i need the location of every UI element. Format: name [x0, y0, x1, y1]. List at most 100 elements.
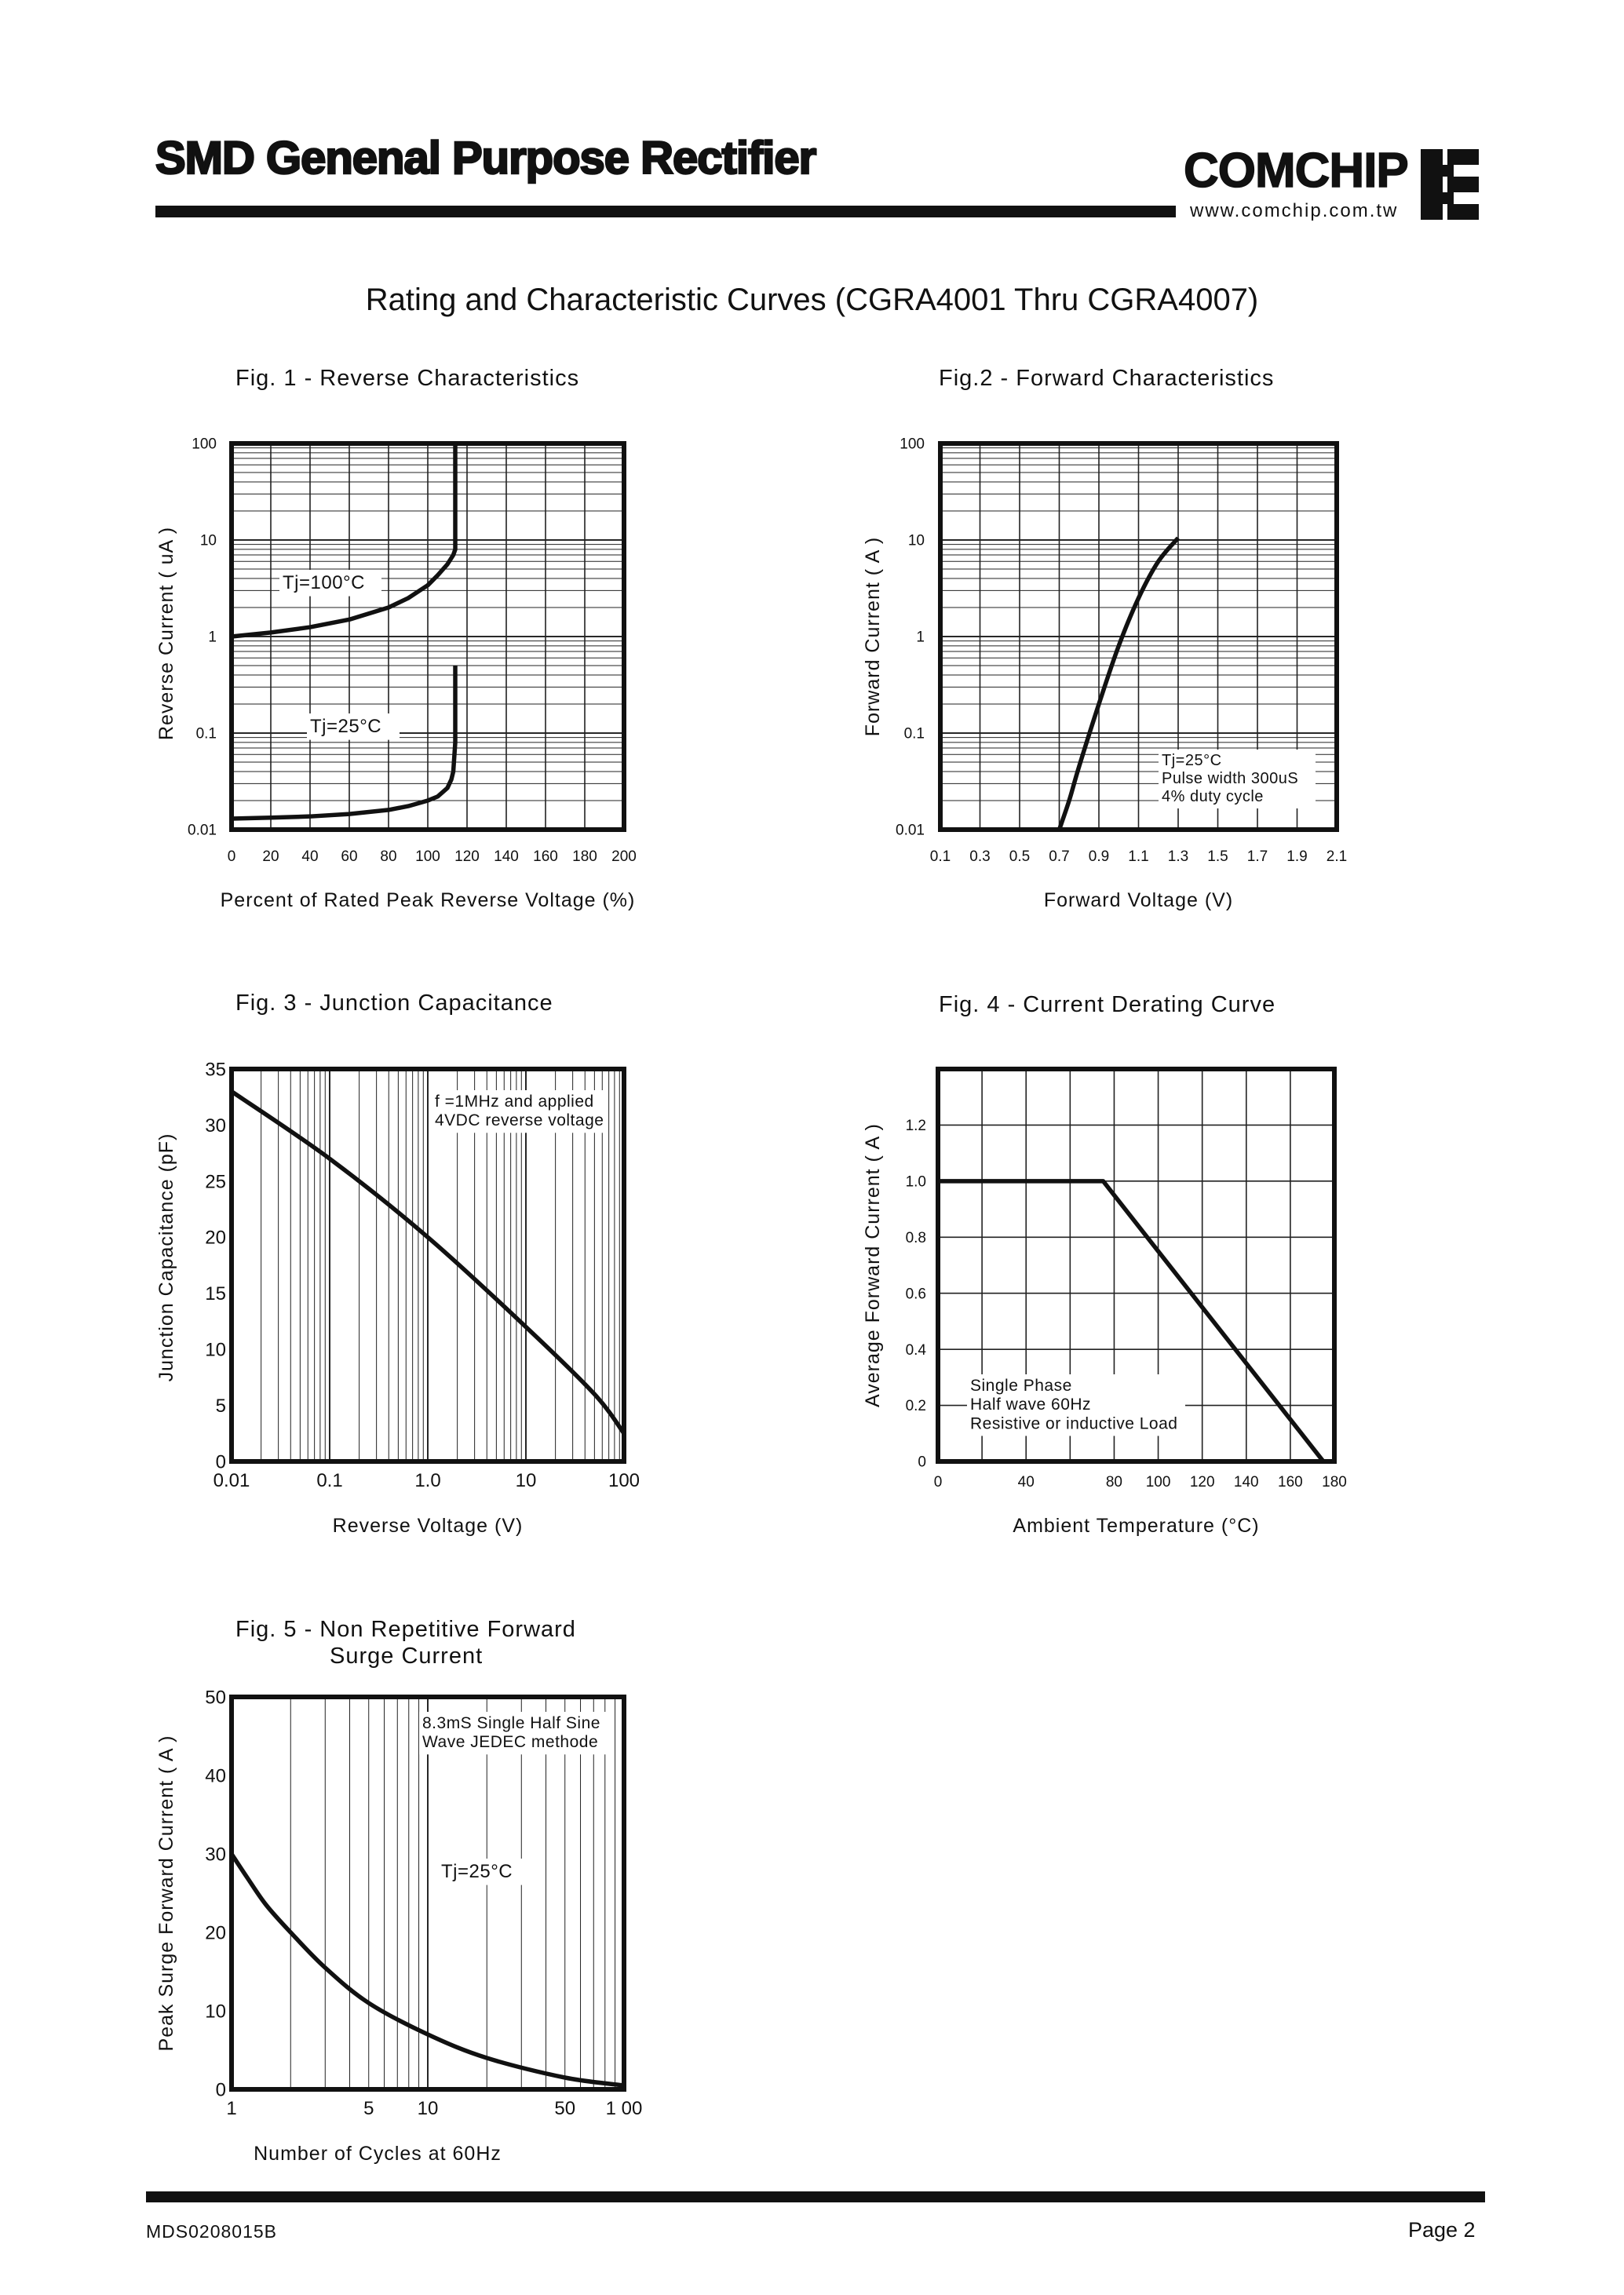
y-tick-label: 0.01: [188, 823, 217, 839]
annotation-background: [1159, 750, 1316, 808]
y-tick-label: 0.1: [904, 726, 925, 742]
x-tick-label: 1 00: [606, 2098, 643, 2119]
brand-name: COMCHIP: [1183, 143, 1409, 199]
x-tick-label: 120: [1190, 1474, 1215, 1490]
document-code: MDS0208015B: [146, 2221, 277, 2242]
x-tick-label: 160: [533, 848, 558, 865]
annotation-background: [432, 1090, 608, 1133]
x-tick-label: 140: [494, 848, 519, 865]
x-tick-label: 80: [380, 848, 396, 865]
plot-frame: [229, 1067, 626, 1464]
x-tick-label: 0.3: [969, 848, 990, 865]
x-axis-label: Number of Cycles at 60Hz: [254, 2143, 502, 2165]
y-tick-label: 15: [205, 1283, 226, 1304]
annotation-background: [307, 713, 400, 740]
x-tick-label: 1: [226, 2098, 236, 2119]
x-tick-label: 100: [415, 848, 440, 865]
y-tick-label: 100: [192, 436, 217, 453]
x-tick-label: 40: [301, 848, 318, 865]
chart-annotation: 8.3mS Single Half Sine: [422, 1714, 600, 1732]
x-tick-label: 0.5: [1009, 848, 1030, 865]
fig2-title: Fig.2 - Forward Characteristics: [939, 366, 1275, 391]
x-axis-label: Ambient Temperature (°C): [1013, 1515, 1259, 1537]
x-tick-label: 1.7: [1247, 848, 1268, 865]
x-tick-label: 2.1: [1327, 848, 1347, 865]
x-tick-label: 60: [341, 848, 357, 865]
brand-url: www.comchip.com.tw: [1190, 200, 1399, 221]
x-tick-label: 20: [262, 848, 279, 865]
chart-annotation: Half wave 60Hz: [970, 1396, 1091, 1414]
y-tick-label: 25: [205, 1171, 226, 1192]
x-tick-label: 1.3: [1168, 848, 1188, 865]
x-tick-label: 1.0: [414, 1470, 440, 1491]
y-tick-label: 10: [205, 2001, 226, 2022]
plot-frame: [936, 1067, 1337, 1464]
x-tick-label: 0.01: [213, 1470, 250, 1491]
x-tick-label: 200: [611, 848, 637, 865]
x-axis-label: Reverse Voltage (V): [333, 1515, 524, 1537]
y-tick-label: 1: [916, 629, 925, 646]
x-tick-label: 0.1: [930, 848, 951, 865]
x-tick-label: 1.9: [1286, 848, 1307, 865]
grid-lines: [231, 1697, 625, 2089]
x-tick-label: 160: [1278, 1474, 1303, 1490]
annotation-background: [967, 1374, 1185, 1436]
plot-frame: [938, 441, 1339, 832]
x-tick-label: 140: [1234, 1474, 1259, 1490]
x-tick-label: 100: [608, 1470, 640, 1491]
header-rule: [155, 206, 1176, 217]
series-line-1: [230, 1089, 626, 1435]
x-tick-label: 1.5: [1207, 848, 1228, 865]
y-axis-label: Average Forward Current ( A ): [862, 1123, 884, 1407]
x-tick-label: 1.1: [1128, 848, 1148, 865]
y-tick-label: 50: [205, 1687, 226, 1708]
chart-annotation: Tj=100°C: [283, 572, 365, 593]
x-axis-label: Forward Voltage (V): [1044, 889, 1233, 911]
x-tick-label: 40: [1018, 1474, 1035, 1490]
y-tick-label: 10: [205, 1340, 226, 1361]
x-tick-label: 10: [418, 2098, 439, 2119]
y-axis-label: Reverse Current ( uA ): [155, 527, 177, 740]
y-tick-label: 10: [908, 533, 925, 549]
x-tick-label: 180: [1322, 1474, 1347, 1490]
x-tick-label: 120: [454, 848, 480, 865]
y-tick-label: 10: [200, 533, 217, 549]
y-tick-label: 0: [918, 1454, 926, 1471]
x-tick-label: 100: [1146, 1474, 1171, 1490]
x-tick-label: 0: [228, 848, 236, 865]
y-tick-label: 0.4: [906, 1342, 927, 1359]
annotation-background: [419, 1712, 606, 1755]
fig3-title: Fig. 3 - Junction Capacitance: [235, 991, 553, 1016]
footer-rule: [146, 2191, 1485, 2202]
series-line-2: [231, 666, 458, 821]
y-axis-label: Forward Current ( A ): [862, 537, 884, 736]
page-heading: Rating and Characteristic Curves (CGRA40…: [365, 283, 1259, 317]
y-tick-label: 0.2: [906, 1398, 926, 1414]
chart-annotation: Wave JEDEC methode: [422, 1733, 598, 1751]
y-tick-label: 35: [205, 1059, 226, 1080]
grid-lines: [231, 1069, 625, 1461]
series-line-1: [1057, 536, 1181, 830]
y-tick-label: 5: [216, 1396, 226, 1417]
brand-logo-icon: [1421, 149, 1479, 220]
y-tick-label: 100: [900, 436, 925, 453]
y-tick-label: 30: [205, 1115, 226, 1137]
x-tick-label: 10: [516, 1470, 537, 1491]
fig1-title: Fig. 1 - Reverse Characteristics: [235, 366, 580, 391]
y-axis-label: Peak Surge Forward Current ( A ): [155, 1735, 177, 2052]
x-tick-label: 80: [1106, 1474, 1122, 1490]
chart-annotation: 4VDC reverse voltage: [435, 1111, 604, 1129]
fig5-title-line2: Surge Current: [330, 1644, 484, 1669]
grid-lines: [232, 443, 624, 830]
y-tick-label: 0: [216, 2079, 226, 2100]
chart-annotation: 4% duty cycle: [1162, 788, 1264, 805]
x-tick-label: 5: [363, 2098, 374, 2119]
chart-annotation: Single Phase: [970, 1377, 1072, 1395]
chart-annotation: Tj=25°C: [1162, 752, 1222, 769]
chart-annotation: Pulse width 300uS: [1162, 770, 1298, 787]
x-tick-label: 0: [934, 1474, 943, 1490]
y-tick-label: 30: [205, 1844, 226, 1865]
